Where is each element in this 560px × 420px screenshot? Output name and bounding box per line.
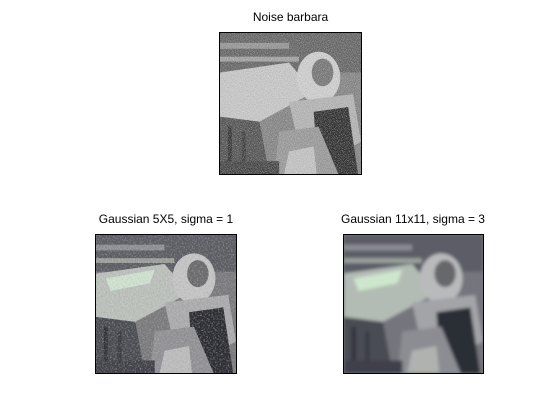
- gaussian-5x5-image: [95, 234, 237, 374]
- noise-barbara-picture: [220, 33, 361, 174]
- gaussian-11x11-picture: [344, 235, 483, 373]
- gaussian-11x11-title: Gaussian 11x11, sigma = 3: [318, 212, 508, 226]
- noise-barbara-image: [219, 32, 362, 175]
- gaussian-5x5-picture: [96, 235, 236, 373]
- noise-barbara-title: Noise barbara: [219, 10, 362, 24]
- gaussian-5x5-title: Gaussian 5X5, sigma = 1: [76, 212, 256, 226]
- gaussian-11x11-image: [343, 234, 484, 374]
